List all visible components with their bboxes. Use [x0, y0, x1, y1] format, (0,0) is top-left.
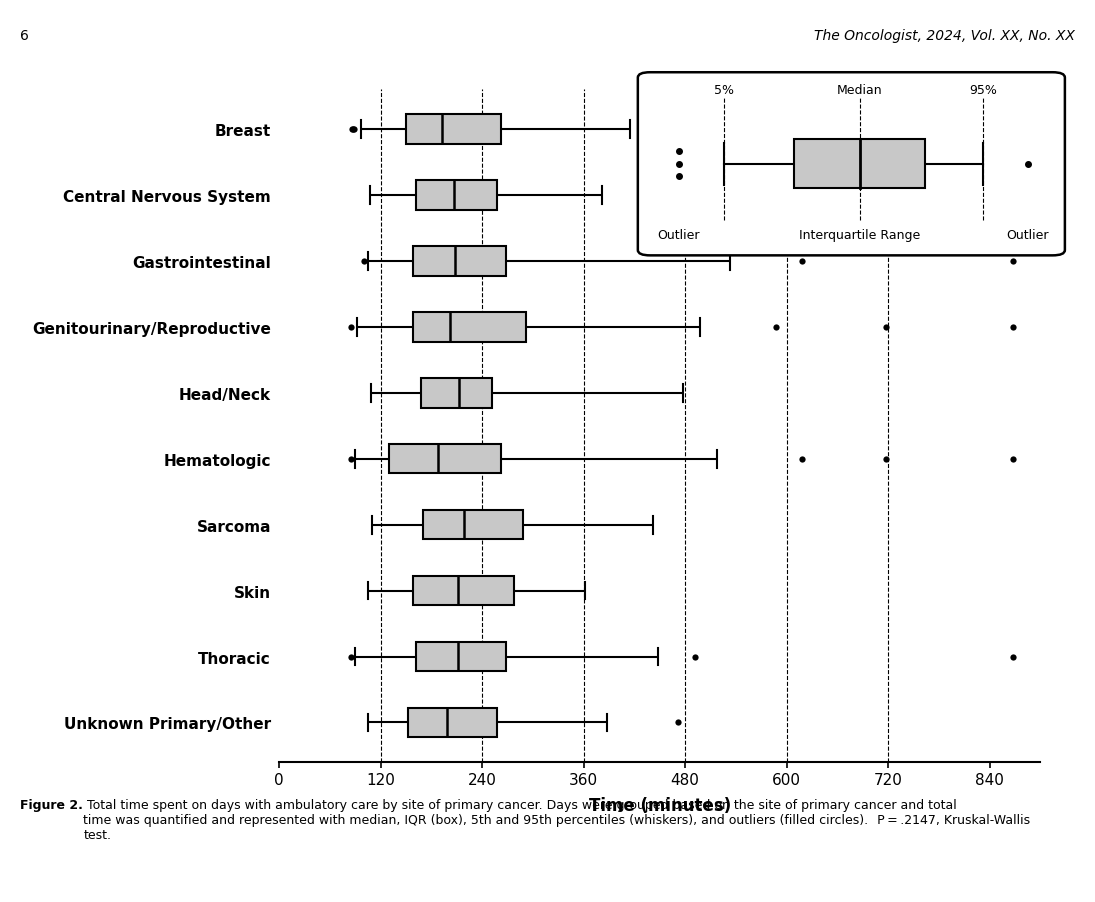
Text: Interquartile Range: Interquartile Range [799, 229, 920, 242]
X-axis label: Time (minutes): Time (minutes) [589, 796, 730, 814]
Text: 5%: 5% [714, 84, 734, 97]
Text: Outlier: Outlier [658, 229, 700, 242]
Text: Outlier: Outlier [1006, 229, 1049, 242]
Text: Median: Median [837, 84, 883, 97]
Text: Figure 2.: Figure 2. [20, 798, 82, 811]
Bar [407, 708, 497, 738]
Bar [423, 511, 522, 539]
Text: The Oncologist, 2024, Vol. XX, No. XX: The Oncologist, 2024, Vol. XX, No. XX [815, 29, 1075, 43]
FancyBboxPatch shape [637, 73, 1064, 256]
Text: 6: 6 [20, 29, 28, 43]
Bar [413, 576, 515, 606]
Bar [416, 642, 506, 672]
Bar [416, 180, 497, 210]
Text: Total time spent on days with ambulatory care by site of primary cancer. Days we: Total time spent on days with ambulatory… [83, 798, 1030, 842]
Bar [389, 445, 500, 474]
Bar [794, 140, 925, 189]
Bar [413, 313, 526, 342]
Bar [406, 115, 500, 144]
Text: 95%: 95% [969, 84, 996, 97]
Bar [413, 246, 506, 276]
Bar [422, 379, 493, 408]
